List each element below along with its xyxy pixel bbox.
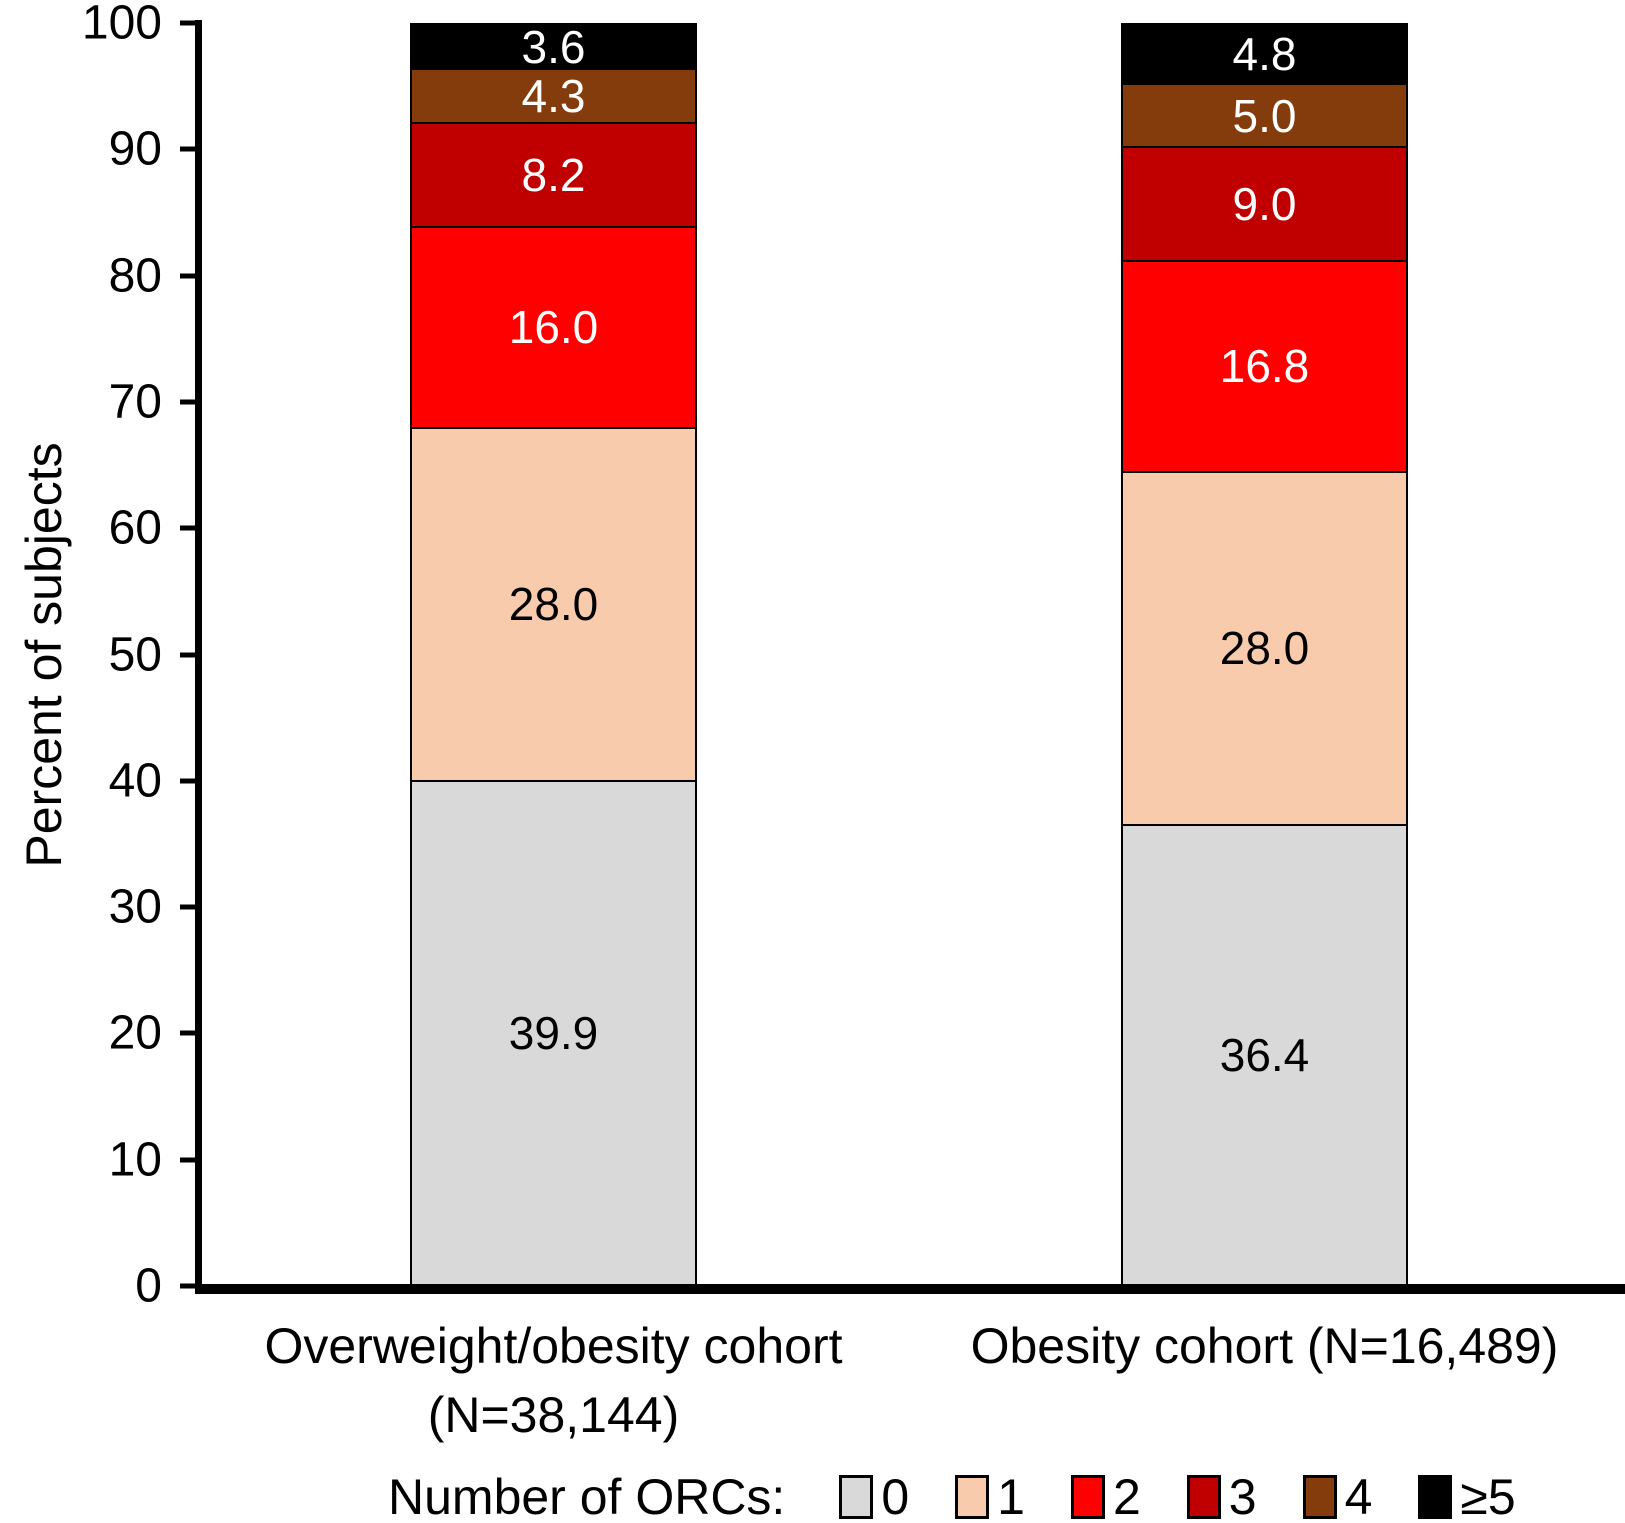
bar-segment: 9.0 <box>1123 148 1406 262</box>
bar-segment-value-label: 28.0 <box>1219 622 1310 675</box>
legend-swatch <box>1418 1475 1453 1519</box>
legend-label: 1 <box>997 1469 1025 1523</box>
y-tick-mark <box>180 1283 197 1289</box>
y-tick-label: 20 <box>108 1006 162 1060</box>
category-label-line: Overweight/obesity cohort <box>264 1318 843 1374</box>
bar-segment: 16.0 <box>412 227 695 430</box>
bar-segment: 36.4 <box>1123 825 1406 1284</box>
y-tick-mark <box>180 1030 197 1036</box>
y-tick-label: 60 <box>108 501 162 555</box>
y-tick-label: 50 <box>108 628 162 681</box>
y-tick-label: 100 <box>81 0 162 50</box>
legend-label: 2 <box>1112 1469 1141 1523</box>
bar-segment-value-label: 16.0 <box>508 301 599 354</box>
legend-swatch <box>839 1475 874 1519</box>
category-label-line: Obesity cohort (N=16,489) <box>970 1318 1559 1374</box>
legend-item: 2 <box>1070 1469 1141 1523</box>
bar-segment: 28.0 <box>412 429 695 782</box>
bar-segment: 4.3 <box>412 70 695 125</box>
bar-segment: 5.0 <box>1123 85 1406 149</box>
bar-segment: 8.2 <box>412 124 695 228</box>
y-tick-label-column: 0 10 20 30 40 50 60 70 80 90 100 <box>0 0 162 1313</box>
legend: Number of ORCs: 0 1 2 3 4 ≥5 <box>388 1468 1516 1523</box>
bar-segment-value-label: 16.8 <box>1219 340 1310 393</box>
category-label: Obesity cohort (N=16,489) <box>971 1312 1559 1381</box>
legend-label: 3 <box>1228 1469 1257 1523</box>
y-tick-mark <box>180 146 197 152</box>
legend-item: 1 <box>955 1472 1025 1522</box>
y-tick-mark <box>180 273 197 279</box>
y-tick-mark <box>180 20 197 26</box>
y-tick-label: 80 <box>108 249 162 303</box>
bar-segment-value-label: 36.4 <box>1219 1028 1310 1081</box>
y-tick-mark <box>180 778 197 784</box>
bar-segment-value-label: 8.2 <box>521 149 586 202</box>
legend-item: 0 <box>839 1472 909 1522</box>
legend-label: ≥5 <box>1460 1469 1516 1523</box>
bar-segment: 28.0 <box>1123 473 1406 826</box>
y-tick-mark <box>180 652 197 657</box>
category-label: Overweight/obesity cohort (N=38,144) <box>264 1312 842 1450</box>
bar-segment: 3.6 <box>412 20 695 73</box>
legend-swatch <box>1186 1475 1221 1519</box>
y-tick-label: 0 <box>135 1259 162 1313</box>
bar-segment: 16.8 <box>1123 261 1406 474</box>
legend-swatch <box>1302 1475 1337 1519</box>
y-tick-mark <box>180 904 197 910</box>
legend-item: 4 <box>1302 1469 1373 1523</box>
y-tick-label: 40 <box>108 754 162 808</box>
bar-segment-value-label: 28.0 <box>508 578 599 631</box>
x-axis-line <box>195 1284 1625 1294</box>
y-tick-mark <box>180 1157 197 1163</box>
bar-segment-value-label: 5.0 <box>1232 89 1297 142</box>
bar-segment: 39.9 <box>412 781 695 1284</box>
bar-segment-value-label: 9.0 <box>1232 178 1297 230</box>
bar-segment: 4.8 <box>1123 25 1406 86</box>
bar-segment-value-label: 3.6 <box>521 20 586 73</box>
y-axis-line <box>195 20 202 1290</box>
bar-segment-value-label: 4.8 <box>1232 28 1297 81</box>
y-tick-label: 90 <box>108 122 162 176</box>
y-tick-label: 10 <box>108 1133 162 1187</box>
stacked-bar: 4.8 5.0 9.0 16.8 28.0 36.4 <box>1121 23 1408 1286</box>
bar-segment-value-label: 4.3 <box>521 70 586 123</box>
legend-swatch <box>955 1475 990 1519</box>
y-tick-label: 30 <box>108 880 162 934</box>
bar-segment-value-label: 39.9 <box>508 1006 599 1059</box>
legend-title: Number of ORCs: <box>388 1469 786 1523</box>
legend-item: 3 <box>1186 1469 1257 1523</box>
stacked-bar: 3.6 4.3 8.2 16.0 28.0 39.9 <box>410 23 697 1286</box>
legend-swatch <box>1070 1475 1105 1519</box>
y-tick-mark <box>180 525 197 531</box>
plot-area: 3.6 4.3 8.2 16.0 28.0 39.9 4.8 5.0 9.0 16.8 28.0 36… <box>195 23 1615 1286</box>
category-label-line: (N=38,144) <box>427 1387 680 1443</box>
legend-item: ≥5 <box>1418 1469 1516 1523</box>
y-tick-mark <box>180 399 197 405</box>
legend-label: 0 <box>881 1469 910 1523</box>
y-tick-label: 70 <box>108 375 162 429</box>
legend-label: 4 <box>1344 1469 1373 1523</box>
